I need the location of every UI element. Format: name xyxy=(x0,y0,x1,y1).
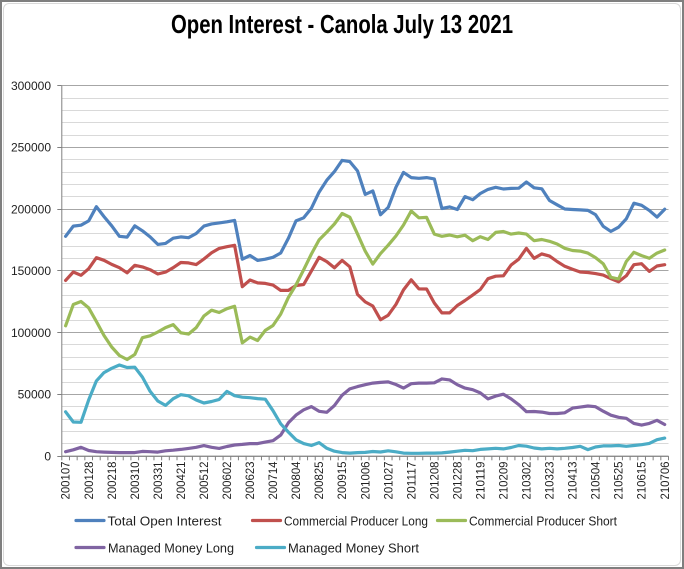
svg-text:Commercial Producer Short: Commercial Producer Short xyxy=(469,515,618,529)
svg-text:210525: 210525 xyxy=(612,461,626,499)
svg-text:200107: 200107 xyxy=(59,461,73,499)
svg-text:210209: 210209 xyxy=(497,461,511,499)
svg-text:200512: 200512 xyxy=(197,461,211,499)
svg-text:210413: 210413 xyxy=(566,461,580,499)
svg-text:201117: 201117 xyxy=(404,461,418,499)
svg-text:200128: 200128 xyxy=(82,461,96,499)
svg-text:210323: 210323 xyxy=(543,461,557,499)
svg-text:210615: 210615 xyxy=(635,461,649,499)
svg-text:200804: 200804 xyxy=(289,461,303,499)
svg-text:200000: 200000 xyxy=(11,202,51,216)
svg-text:Commercial Producer Long: Commercial Producer Long xyxy=(284,515,428,529)
svg-text:250000: 250000 xyxy=(11,141,51,155)
svg-text:201027: 201027 xyxy=(381,461,395,499)
svg-text:200915: 200915 xyxy=(335,461,349,499)
svg-text:50000: 50000 xyxy=(18,388,52,402)
svg-text:210504: 210504 xyxy=(589,461,603,499)
svg-text:210302: 210302 xyxy=(520,461,534,499)
svg-text:200310: 200310 xyxy=(128,461,142,499)
svg-text:201208: 201208 xyxy=(427,461,441,499)
svg-text:200421: 200421 xyxy=(174,461,188,499)
svg-text:100000: 100000 xyxy=(11,326,51,340)
svg-text:300000: 300000 xyxy=(11,79,51,93)
svg-text:Managed Money Short: Managed Money Short xyxy=(288,542,420,556)
svg-text:200602: 200602 xyxy=(220,461,234,499)
svg-text:201228: 201228 xyxy=(450,461,464,499)
svg-text:200825: 200825 xyxy=(312,461,326,499)
svg-text:200331: 200331 xyxy=(151,461,165,499)
svg-text:200714: 200714 xyxy=(266,461,280,499)
svg-text:150000: 150000 xyxy=(11,264,51,278)
svg-text:200623: 200623 xyxy=(243,461,257,499)
svg-text:200218: 200218 xyxy=(105,461,119,499)
svg-text:Managed Money Long: Managed Money Long xyxy=(108,542,234,556)
svg-text:0: 0 xyxy=(44,449,51,463)
svg-text:201006: 201006 xyxy=(358,461,372,499)
svg-text:210706: 210706 xyxy=(658,461,672,499)
svg-text:Total Open Interest: Total Open Interest xyxy=(108,515,223,529)
svg-text:210119: 210119 xyxy=(473,461,487,499)
svg-text:Open Interest - Canola July 13: Open Interest - Canola July 13 2021 xyxy=(171,9,513,39)
